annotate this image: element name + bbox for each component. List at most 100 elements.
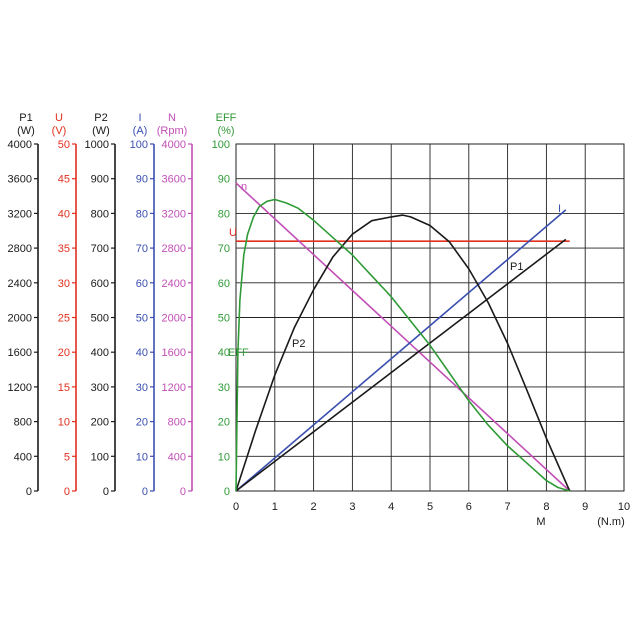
y-tick-label: 50 (218, 313, 230, 325)
y-tick-label: 30 (58, 278, 70, 290)
y-tick-label: 90 (218, 174, 230, 186)
y-tick-label: 2400 (8, 278, 32, 290)
series-line-p1 (235, 238, 567, 492)
y-tick-label: 80 (218, 208, 230, 220)
series-line-i (235, 209, 567, 492)
y-axis-unit: (%) (217, 125, 234, 137)
y-tick-label: 40 (58, 208, 70, 220)
series-label-n: n (241, 181, 247, 193)
x-axis-unit: (N.m) (597, 516, 625, 528)
y-tick-label: 50 (58, 139, 70, 151)
y-tick-label: 400 (91, 347, 109, 359)
y-axis-u: 0 5 10 15 20 25 30 35 40 45 50 U(V) (52, 112, 77, 498)
y-tick-label: 800 (14, 417, 32, 429)
y-tick-label: 25 (58, 313, 70, 325)
y-axis-title: P1 (19, 112, 32, 124)
series-line-p2 (235, 214, 571, 492)
y-tick-label: 70 (218, 243, 230, 255)
series-label-p2: P2 (292, 338, 305, 350)
x-tick-label: 6 (466, 501, 472, 513)
y-tick-label: 3200 (162, 208, 186, 220)
x-tick-label: 9 (582, 501, 588, 513)
y-axis-unit: (W) (17, 125, 35, 137)
series-line-n (235, 182, 571, 492)
y-tick-label: 0 (180, 486, 186, 498)
y-tick-label: 2000 (162, 313, 186, 325)
y-tick-label: 0 (26, 486, 32, 498)
y-tick-label: 200 (91, 417, 109, 429)
y-axis-title: P2 (94, 112, 107, 124)
y-tick-label: 10 (58, 417, 70, 429)
y-tick-label: 80 (136, 208, 148, 220)
y-tick-label: 0 (103, 486, 109, 498)
y-tick-label: 500 (91, 313, 109, 325)
x-tick-label: 7 (505, 501, 511, 513)
y-tick-label: 40 (136, 347, 148, 359)
y-tick-label: 800 (91, 208, 109, 220)
y-tick-label: 100 (212, 139, 230, 151)
x-tick-label: 5 (427, 501, 433, 513)
y-axis-p2: 0 100 200 300 400 500 600 700 800 900 1000 P2(W) (85, 112, 116, 498)
series-labels-group: Un I P1 P2 EFF (228, 181, 561, 359)
y-axis-p1: 0 400 800 1200 1600 2000 2400 2800 3200 3600 4000 P… (8, 112, 39, 498)
y-axis-i: 0 10 20 30 40 50 60 70 80 90 100 I(A) (130, 112, 155, 498)
series-line-eff (235, 198, 570, 492)
x-tick-label: 0 (233, 501, 239, 513)
y-axis-n: 0 400 800 1200 1600 2000 2400 2800 3200 3600 4000 N… (157, 112, 193, 498)
y-tick-label: 60 (218, 278, 230, 290)
y-tick-label: 0 (224, 486, 230, 498)
y-tick-label: 100 (130, 139, 148, 151)
y-tick-label: 5 (64, 451, 70, 463)
x-tick-label: 2 (311, 501, 317, 513)
series-label-u: U (229, 227, 237, 239)
y-axis-unit: (W) (92, 125, 110, 137)
y-tick-label: 600 (91, 278, 109, 290)
y-axis-title: U (55, 112, 63, 124)
y-axis-title: I (138, 112, 141, 124)
x-axis: 0 1 2 3 4 5 6 7 8 9 10 M (N.m) (233, 501, 630, 528)
y-tick-label: 400 (14, 451, 32, 463)
x-tick-label: 1 (272, 501, 278, 513)
y-tick-label: 90 (136, 174, 148, 186)
y-tick-label: 3600 (8, 174, 32, 186)
y-tick-label: 3200 (8, 208, 32, 220)
plot-grid (235, 143, 625, 492)
y-tick-label: 20 (58, 347, 70, 359)
x-axis-label: M (536, 516, 545, 528)
y-tick-label: 300 (91, 382, 109, 394)
y-tick-label: 0 (64, 486, 70, 498)
y-axis-unit: (A) (133, 125, 148, 137)
y-tick-label: 800 (168, 417, 186, 429)
y-axis-unit: (Rpm) (157, 125, 188, 137)
y-tick-label: 0 (142, 486, 148, 498)
x-tick-label: 8 (543, 501, 549, 513)
y-tick-label: 30 (136, 382, 148, 394)
y-axis-title: N (168, 112, 176, 124)
y-tick-label: 1600 (8, 347, 32, 359)
series-label-p1: P1 (510, 261, 523, 273)
x-tick-label: 3 (349, 501, 355, 513)
y-tick-label: 2800 (8, 243, 32, 255)
y-tick-label: 1200 (8, 382, 32, 394)
y-tick-label: 20 (218, 417, 230, 429)
y-tick-label: 900 (91, 174, 109, 186)
y-tick-label: 15 (58, 382, 70, 394)
y-tick-label: 50 (136, 313, 148, 325)
y-tick-label: 4000 (8, 139, 32, 151)
y-tick-label: 2800 (162, 243, 186, 255)
y-tick-label: 10 (218, 451, 230, 463)
x-tick-label: 4 (388, 501, 394, 513)
y-tick-label: 3600 (162, 174, 186, 186)
y-tick-label: 30 (218, 382, 230, 394)
y-axis-unit: (V) (52, 125, 67, 137)
y-tick-label: 20 (136, 417, 148, 429)
y-tick-label: 4000 (162, 139, 186, 151)
series-label-eff: EFF (228, 347, 249, 359)
y-tick-label: 2000 (8, 313, 32, 325)
y-tick-label: 1200 (162, 382, 186, 394)
y-tick-label: 700 (91, 243, 109, 255)
series-label-i: I (558, 203, 561, 215)
y-tick-label: 400 (168, 451, 186, 463)
y-tick-label: 2400 (162, 278, 186, 290)
y-tick-label: 1600 (162, 347, 186, 359)
